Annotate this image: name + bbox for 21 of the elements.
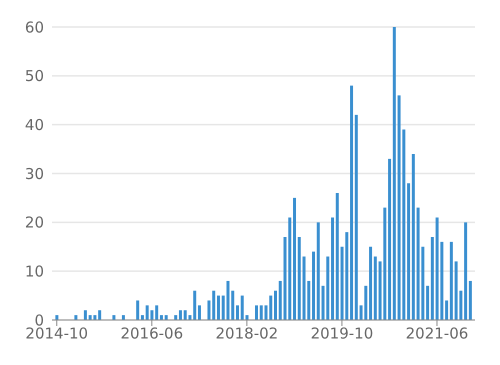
bar — [122, 315, 125, 320]
y-tick-label: 10 — [24, 262, 44, 280]
x-tick-label: 2021-06 — [406, 324, 468, 343]
x-tick-label: 2018-02 — [216, 324, 278, 343]
bar — [198, 305, 201, 320]
y-tick-label: 20 — [24, 214, 44, 232]
y-tick-label: 30 — [24, 164, 44, 183]
bar — [174, 315, 178, 320]
y-tick-label: 60 — [24, 18, 44, 36]
bar — [245, 315, 248, 320]
bar — [136, 300, 140, 320]
x-tick-label: 2014-10 — [25, 324, 88, 343]
x-tick-label: 2019-10 — [310, 324, 374, 343]
bar — [55, 315, 58, 320]
y-tick-label: 50 — [24, 67, 44, 86]
x-tick-label: 2016-06 — [120, 324, 184, 343]
bar — [468, 280, 472, 320]
bar — [264, 305, 268, 320]
y-tick-label: 40 — [24, 116, 44, 134]
bar — [74, 315, 78, 320]
bar — [112, 315, 116, 320]
